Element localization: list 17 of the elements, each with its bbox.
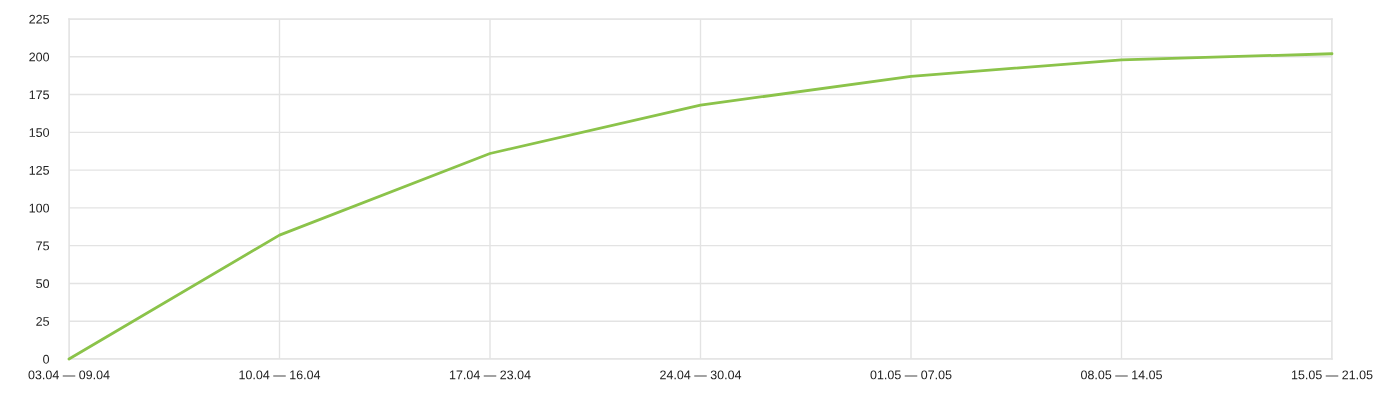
x-tick-label: 03.04 — 09.04 (28, 370, 110, 380)
y-tick-label: 0 (43, 354, 50, 364)
x-tick-label: 24.04 — 30.04 (660, 370, 742, 380)
y-tick-label: 200 (29, 52, 50, 62)
y-tick-label: 50 (36, 279, 50, 289)
x-tick-label: 01.05 — 07.05 (870, 370, 952, 380)
y-tick-label: 25 (36, 317, 50, 326)
x-tick-label: 08.05 — 14.05 (1080, 370, 1162, 380)
y-tick-label: 225 (29, 14, 50, 24)
y-tick-label: 175 (29, 90, 50, 100)
y-tick-label: 150 (29, 128, 50, 137)
x-tick-label: 17.04 — 23.04 (449, 370, 531, 380)
y-tick-label: 100 (29, 203, 50, 213)
y-tick-label: 125 (29, 165, 50, 175)
x-tick-label: 10.04 — 16.04 (239, 370, 321, 380)
x-tick-label: 15.05 — 21.05 (1291, 370, 1373, 380)
y-tick-label: 75 (36, 241, 50, 251)
